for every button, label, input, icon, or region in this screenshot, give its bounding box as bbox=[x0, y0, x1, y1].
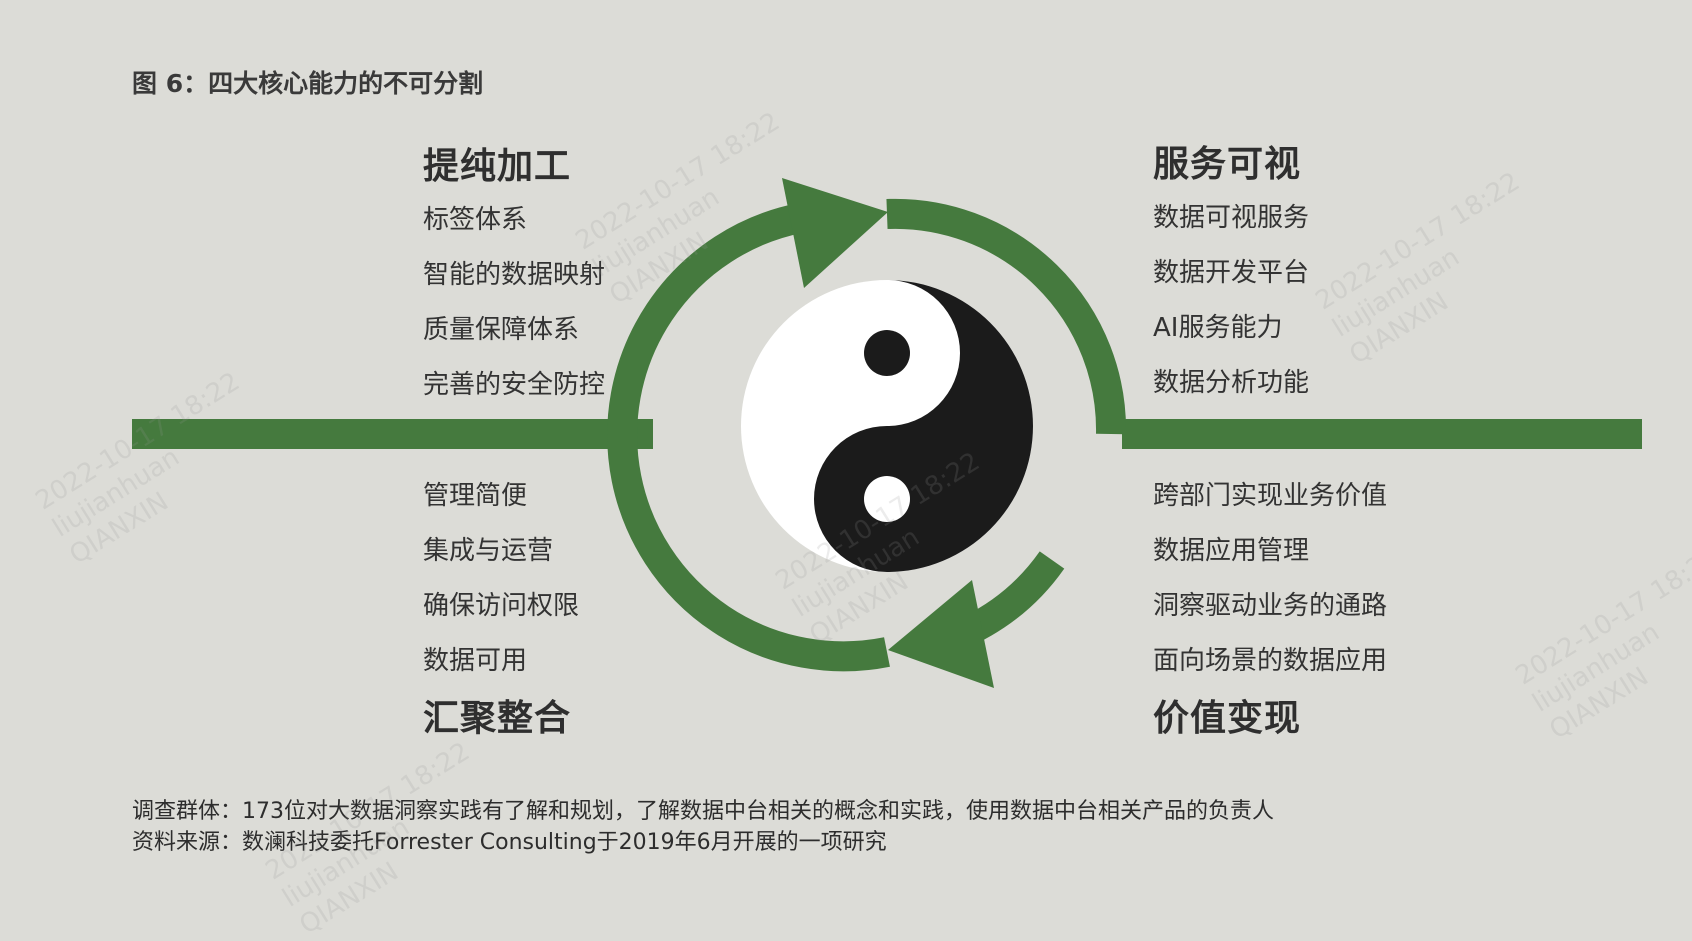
list-item: 确保访问权限 bbox=[423, 591, 580, 621]
cycle-arc-bottom-right bbox=[963, 551, 1065, 644]
list-item: 数据应用管理 bbox=[1153, 536, 1310, 566]
list-item: 管理简便 bbox=[423, 481, 528, 511]
list-item: 集成与运营 bbox=[423, 536, 554, 566]
list-item: 数据分析功能 bbox=[1153, 368, 1310, 398]
yin-yang-icon bbox=[741, 280, 1033, 572]
list-item: 洞察驱动业务的通路 bbox=[1153, 591, 1388, 621]
list-item: 面向场景的数据应用 bbox=[1153, 646, 1388, 676]
cycle-arrows-icon bbox=[607, 178, 1127, 688]
quadrant-title: 服务可视 bbox=[1153, 144, 1302, 185]
cycle-arc-left bbox=[607, 203, 890, 672]
quadrant-title: 提纯加工 bbox=[423, 146, 572, 187]
survey-note: 调查群体：173位对大数据洞察实践有了解和规划，了解数据中台相关的概念和实践，使… bbox=[132, 799, 1274, 824]
list-item: 数据可视服务 bbox=[1153, 203, 1310, 233]
list-item: 数据可用 bbox=[423, 646, 528, 676]
quadrant-top-right: 服务可视 数据可视服务 数据开发平台 AI服务能力 数据分析功能 bbox=[1153, 135, 1309, 411]
list-item: 数据开发平台 bbox=[1153, 258, 1310, 288]
item-list: 标签体系 智能的数据映射 质量保障体系 完善的安全防控 bbox=[423, 193, 605, 413]
quadrant-bottom-left: 管理简便 集成与运营 确保访问权限 数据可用 汇聚整合 bbox=[423, 469, 579, 741]
list-item: 标签体系 bbox=[423, 205, 528, 235]
figure-title: 图 6：四大核心能力的不可分割 bbox=[132, 69, 484, 98]
footnotes: 调查群体：173位对大数据洞察实践有了解和规划，了解数据中台相关的概念和实践，使… bbox=[132, 796, 1274, 858]
item-list: 跨部门实现业务价值 数据应用管理 洞察驱动业务的通路 面向场景的数据应用 bbox=[1153, 469, 1387, 689]
source-note: 资料来源：数澜科技委托Forrester Consulting于2019年6月开… bbox=[132, 830, 887, 855]
list-item: 完善的安全防控 bbox=[423, 370, 606, 400]
list-item: 跨部门实现业务价值 bbox=[1153, 481, 1388, 511]
axis-right-bar bbox=[1122, 419, 1642, 449]
quadrant-title: 汇聚整合 bbox=[423, 698, 572, 739]
axis-left-bar bbox=[132, 419, 653, 449]
arrowhead-bottom bbox=[888, 580, 994, 688]
cycle-arc-top-right bbox=[886, 198, 1127, 435]
list-item: AI服务能力 bbox=[1153, 313, 1283, 343]
list-item: 质量保障体系 bbox=[423, 315, 580, 345]
list-item: 智能的数据映射 bbox=[423, 260, 606, 290]
quadrant-bottom-right: 跨部门实现业务价值 数据应用管理 洞察驱动业务的通路 面向场景的数据应用 价值变… bbox=[1153, 469, 1387, 741]
quadrant-top-left: 提纯加工 标签体系 智能的数据映射 质量保障体系 完善的安全防控 bbox=[423, 137, 605, 413]
item-list: 管理简便 集成与运营 确保访问权限 数据可用 bbox=[423, 469, 579, 689]
quadrant-title: 价值变现 bbox=[1153, 698, 1302, 739]
arrowhead-top bbox=[782, 178, 888, 288]
item-list: 数据可视服务 数据开发平台 AI服务能力 数据分析功能 bbox=[1153, 191, 1309, 411]
